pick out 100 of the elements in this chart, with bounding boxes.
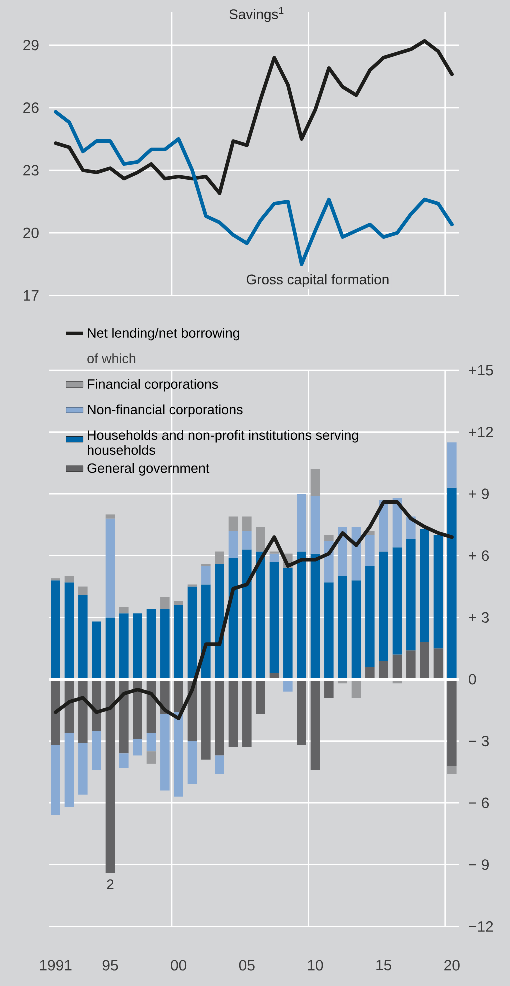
bar bbox=[448, 679, 457, 766]
bar bbox=[106, 618, 116, 680]
y-tick-label: − 9 bbox=[469, 860, 489, 870]
bar bbox=[420, 642, 430, 680]
bar bbox=[202, 679, 211, 760]
bar bbox=[188, 586, 198, 680]
y-tick-label: + 9 bbox=[469, 488, 489, 500]
bar bbox=[120, 607, 129, 614]
bar bbox=[92, 730, 102, 770]
bar bbox=[366, 667, 375, 680]
bar bbox=[366, 566, 375, 668]
bar bbox=[215, 679, 224, 756]
bar bbox=[78, 586, 88, 596]
bar bbox=[379, 660, 388, 680]
bar bbox=[310, 469, 320, 496]
bar bbox=[284, 568, 293, 680]
y-tick-label: 23 bbox=[24, 165, 39, 176]
bar bbox=[256, 527, 266, 552]
y-tick-label: −12 bbox=[469, 921, 494, 932]
bar bbox=[160, 714, 170, 791]
bar bbox=[256, 679, 266, 715]
y-tick-label: +12 bbox=[469, 427, 494, 438]
bar bbox=[228, 531, 238, 558]
bar bbox=[324, 679, 334, 698]
y-tick-label: 20 bbox=[24, 228, 39, 238]
bar bbox=[133, 614, 142, 680]
bar bbox=[406, 650, 416, 680]
bar bbox=[215, 552, 224, 564]
bar bbox=[92, 622, 102, 680]
x-tick-label: 95 bbox=[102, 960, 118, 971]
bar bbox=[284, 679, 293, 692]
bar bbox=[174, 679, 184, 712]
bar bbox=[242, 516, 252, 532]
bar bbox=[78, 679, 88, 744]
bar bbox=[297, 679, 306, 746]
bar bbox=[242, 531, 252, 550]
legend-title: of which bbox=[88, 354, 136, 364]
bar bbox=[242, 550, 252, 680]
y-tick-label: + 3 bbox=[469, 612, 490, 623]
bar bbox=[366, 535, 375, 566]
y-tick-label: +15 bbox=[469, 365, 494, 376]
bar bbox=[310, 679, 320, 770]
legend-label: Net lending/net borrowing bbox=[88, 328, 240, 341]
bar bbox=[120, 614, 129, 680]
x-tick-label: 15 bbox=[376, 960, 392, 971]
bar bbox=[174, 605, 184, 680]
bar bbox=[392, 654, 402, 680]
bar bbox=[392, 548, 402, 655]
bar bbox=[215, 564, 224, 680]
y-tick-label: − 6 bbox=[469, 798, 490, 808]
bar bbox=[352, 580, 362, 680]
line-series bbox=[54, 39, 454, 196]
bar bbox=[92, 679, 102, 731]
bar bbox=[215, 756, 224, 774]
y-tick-label: 17 bbox=[24, 290, 39, 301]
bar bbox=[228, 679, 238, 748]
bar bbox=[420, 529, 430, 642]
bar bbox=[133, 739, 142, 756]
bar bbox=[160, 597, 170, 610]
bar bbox=[51, 580, 60, 680]
bar bbox=[202, 566, 211, 585]
y-tick-label: 29 bbox=[24, 40, 39, 51]
line-series bbox=[54, 500, 454, 720]
bar bbox=[310, 496, 320, 554]
bar bbox=[106, 518, 116, 618]
bar bbox=[64, 576, 74, 583]
bar bbox=[448, 766, 457, 774]
bar bbox=[448, 442, 457, 488]
bar bbox=[406, 539, 416, 651]
legend-label: Non-financial corporations bbox=[88, 404, 243, 418]
legend-label: Financial corporations bbox=[88, 379, 218, 392]
bar bbox=[120, 679, 129, 754]
bar bbox=[174, 712, 184, 797]
bar bbox=[270, 554, 280, 562]
x-tick-label: 20 bbox=[444, 960, 460, 971]
bar bbox=[434, 535, 444, 649]
bar bbox=[146, 609, 156, 680]
bar bbox=[324, 582, 334, 680]
bar bbox=[64, 733, 74, 808]
bar bbox=[297, 494, 306, 552]
bar bbox=[106, 679, 116, 874]
bar bbox=[379, 552, 388, 661]
bar bbox=[146, 752, 156, 764]
bar bbox=[51, 745, 60, 816]
bar bbox=[448, 488, 457, 680]
bar bbox=[242, 679, 252, 748]
bar bbox=[160, 609, 170, 680]
y-tick-label: + 6 bbox=[469, 550, 490, 562]
bar bbox=[106, 514, 116, 519]
bar bbox=[64, 582, 74, 680]
line-series bbox=[54, 110, 454, 266]
legend-label: General government bbox=[88, 463, 210, 476]
y-tick-label: 26 bbox=[24, 102, 39, 114]
bar bbox=[146, 733, 156, 752]
legend-label: Households and non-profit institutions serving households bbox=[88, 430, 358, 456]
bar bbox=[270, 562, 280, 674]
x-tick-label: 00 bbox=[171, 960, 187, 971]
bar bbox=[174, 601, 184, 606]
annotation: 2 bbox=[107, 880, 114, 890]
bar bbox=[133, 679, 142, 740]
